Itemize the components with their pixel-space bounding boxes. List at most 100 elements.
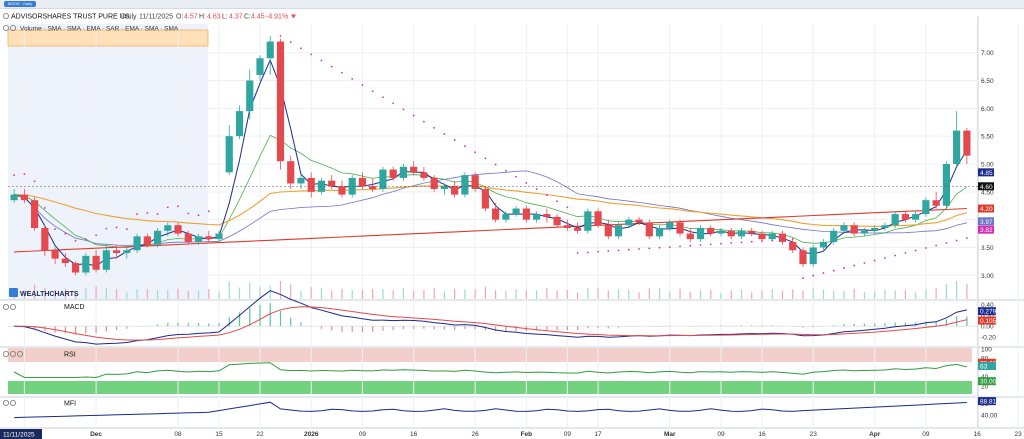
macd-axis-tick: 0.00 (981, 324, 994, 331)
candle-body (594, 211, 602, 226)
volume-bar (34, 284, 36, 299)
sar-dot (699, 244, 702, 246)
macd-histogram-bar (74, 326, 77, 335)
volume-bar (238, 287, 241, 299)
macd-histogram-bar (874, 323, 876, 327)
macd-histogram-bar (802, 326, 804, 328)
eye-icon[interactable] (9, 24, 16, 31)
volume-bar (566, 290, 568, 299)
volume-bar (771, 288, 773, 299)
candle-body (256, 58, 264, 75)
volume-bar (54, 289, 56, 299)
rsi-extra-icon[interactable] (16, 350, 23, 357)
mfi-settings-icon[interactable] (3, 399, 9, 406)
candle-body (748, 230, 756, 234)
volume-bar (515, 289, 517, 299)
candle-body (666, 222, 674, 228)
volume-bar (177, 288, 179, 299)
rsi-eye-icon[interactable] (9, 350, 16, 357)
x-axis-tick: 23 (1014, 431, 1022, 438)
sar-dot (330, 65, 333, 68)
macd-histogram-bar (966, 316, 968, 327)
macd-eye-icon[interactable] (9, 303, 16, 310)
volume-bar (64, 288, 66, 299)
volume-bar (392, 290, 394, 299)
candle-body (635, 219, 643, 223)
candle-body (717, 230, 725, 234)
indicator-highlight (7, 29, 209, 47)
volume-bar (269, 285, 271, 299)
candle-body (10, 194, 18, 201)
volume-bar (638, 292, 640, 299)
volume-bar (23, 290, 25, 299)
sar-dot (709, 243, 712, 246)
mfi-eye-icon[interactable] (9, 399, 16, 406)
macd-histogram-bar (935, 321, 937, 327)
sar-dot (679, 245, 681, 248)
volume-bar (136, 289, 138, 299)
macd-histogram-bar (351, 326, 353, 332)
settings-icon[interactable] (3, 24, 9, 31)
sar-dot (924, 247, 927, 249)
ema-orange-line (14, 185, 968, 227)
macd-histogram-bar (443, 326, 445, 330)
candle-body (871, 228, 879, 231)
candle-body (840, 225, 848, 231)
macd-histogram-bar (218, 323, 220, 327)
sar-dot (423, 120, 425, 123)
ohlc-close-label: C: (244, 14, 251, 21)
candle-body (20, 194, 28, 201)
macd-histogram-bar (843, 324, 845, 327)
candle-body (410, 166, 418, 173)
candle-body (819, 241, 828, 248)
volume-bar (495, 290, 497, 299)
sar-dot (187, 212, 190, 215)
candle-body (676, 222, 684, 234)
candles (10, 36, 971, 276)
macd-histogram-bar (433, 326, 435, 330)
symbol-tab[interactable]: MSOS · Daily (4, 1, 36, 7)
candle-body (809, 247, 817, 265)
macd-histogram-bar (382, 326, 384, 331)
sar-dot (668, 246, 671, 248)
candle-body (584, 211, 592, 231)
candle-body (543, 214, 551, 217)
macd-histogram-bar (115, 326, 118, 330)
macd-axis-tick: -0.20 (981, 334, 996, 341)
mfi-title: MFI (3, 399, 76, 408)
volume-bar (617, 289, 620, 299)
macd-histogram-bar (945, 319, 947, 327)
macd-histogram-bar (238, 312, 241, 327)
macd-settings-icon[interactable] (3, 303, 9, 310)
sar-dot (894, 254, 897, 257)
macd-panel: 0.40 0.20 0.00 -0.20 0.279 0.105 (8, 290, 997, 345)
candle-body (225, 136, 233, 173)
macd-histogram-bar (177, 322, 179, 327)
sar-dot (535, 188, 538, 190)
toggle-icon[interactable] (3, 12, 9, 19)
x-axis-tick: 16 (410, 431, 418, 438)
candle-body (533, 214, 541, 220)
sar-dot (863, 262, 866, 264)
volume-bar (751, 292, 753, 299)
rsi-settings-icon[interactable] (3, 350, 9, 357)
candle-body (471, 175, 479, 190)
macd-histogram-bar (279, 310, 282, 327)
sar-dot (802, 277, 804, 279)
macd-tag-text: 0.105 (980, 318, 997, 325)
candle-body (912, 214, 920, 220)
volume-bar (740, 289, 743, 299)
macd-signal-line (14, 306, 968, 341)
volume-bar (218, 291, 220, 299)
ohlc-close: 4.45 (251, 14, 265, 21)
sar-dot (33, 180, 36, 183)
macd-histogram-bar (515, 326, 517, 332)
sar-dot (136, 213, 138, 215)
volume-bar (341, 288, 343, 299)
volume-bar (74, 291, 77, 299)
volume-bar (208, 288, 210, 299)
candle-body (645, 222, 653, 237)
sar-dot (689, 244, 692, 247)
candle-body (461, 175, 469, 195)
candle-body (799, 250, 807, 265)
